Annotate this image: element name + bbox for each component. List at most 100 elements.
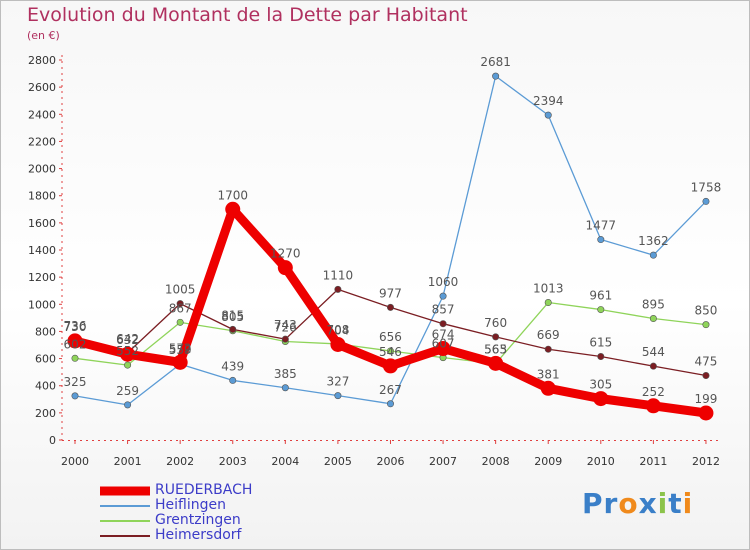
data-point-ruederbach [488,355,504,371]
data-label-ruederbach: 199 [695,392,718,406]
logo-letter: t [668,487,683,520]
data-label-heiflingen: 1362 [638,234,669,248]
data-label-heiflingen: 1477 [586,219,617,233]
data-label-heimersdorf: 857 [432,303,455,317]
logo-letter: P [582,487,604,520]
data-label-heimersdorf: 743 [274,318,297,332]
x-tick-label: 2000 [61,455,89,468]
x-tick-label: 2003 [219,455,247,468]
data-point-heiflingen [71,392,79,400]
x-tick-label: 2006 [376,455,404,468]
x-tick-label: 2010 [587,455,615,468]
data-point-ruederbach [120,346,136,362]
data-label-heiflingen: 267 [379,383,402,397]
data-label-heimersdorf: 1005 [165,283,196,297]
data-label-grentzingen: 552 [116,344,139,358]
y-tick-label: 1000 [28,298,56,311]
data-label-heimersdorf: 815 [221,308,244,322]
data-point-heimersdorf [386,303,394,311]
data-label-grentzingen: 1013 [533,282,564,296]
data-label-heimersdorf: 977 [379,286,402,300]
data-point-ruederbach [67,333,83,349]
logo-letter: r [603,487,619,520]
data-label-heiflingen: 1060 [428,275,459,289]
data-label-heimersdorf: 1110 [323,268,354,282]
data-label-heimersdorf: 475 [695,355,718,369]
data-point-heiflingen [124,401,132,409]
data-point-grentzingen [71,354,79,362]
data-point-ruederbach [645,398,661,414]
data-label-ruederbach: 305 [589,378,612,392]
y-tick-label: 0 [49,434,56,447]
data-point-ruederbach [277,260,293,276]
y-tick-label: 800 [35,325,56,338]
data-point-ruederbach [540,380,556,396]
proxiti-logo: Proxiti [582,487,693,520]
chart-subtitle: (en €) [27,29,60,42]
data-label-heiflingen: 327 [326,375,349,389]
legend-item-ruederbach: RUEDERBACH [100,482,330,499]
legend-item-grentzingen: Grentzingen [100,512,330,529]
data-point-ruederbach [225,201,241,217]
data-point-heiflingen [386,400,394,408]
chart-title: Evolution du Montant de la Dette par Hab… [27,4,468,26]
data-label-grentzingen: 656 [379,330,402,344]
logo-letter: i [682,487,694,520]
legend-label-heimersdorf: Heimersdorf [155,527,242,543]
y-tick-label: 400 [35,380,56,393]
y-tick-label: 2000 [28,163,56,176]
data-label-grentzingen: 602 [64,337,87,351]
data-point-heimersdorf [649,362,657,370]
x-tick-label: 2008 [482,455,510,468]
x-tick-label: 2004 [271,455,299,468]
y-tick-label: 1200 [28,271,56,284]
x-tick-label: 2001 [114,455,142,468]
data-label-grentzingen: 805 [221,310,244,324]
y-tick-label: 1600 [28,217,56,230]
legend-label-grentzingen: Grentzingen [155,512,241,528]
logo-letter: x [638,487,658,520]
data-label-grentzingen: 895 [642,298,665,312]
legend-label-ruederbach: RUEDERBACH [155,482,253,498]
data-label-ruederbach: 381 [537,367,560,381]
data-point-ruederbach [382,358,398,374]
data-point-ruederbach [172,354,188,370]
data-point-heimersdorf [702,372,710,380]
data-label-ruederbach: 565 [484,342,507,356]
data-point-heiflingen [702,197,710,205]
data-label-grentzingen: 726 [274,320,297,334]
data-label-grentzingen: 563 [484,343,507,357]
data-point-heiflingen [439,292,447,300]
data-point-ruederbach [698,405,714,421]
data-label-ruederbach: 252 [642,385,665,399]
data-point-heiflingen [544,111,552,119]
data-point-grentzingen [176,318,184,326]
data-label-heiflingen: 2681 [480,55,511,69]
data-label-ruederbach: 674 [432,328,455,342]
data-point-heiflingen [334,392,342,400]
y-tick-label: 2200 [28,135,56,148]
data-label-ruederbach: 730 [64,320,87,334]
data-point-heiflingen [649,251,657,259]
data-label-heiflingen: 559 [169,343,192,357]
data-point-ruederbach [593,391,609,407]
data-point-heimersdorf [176,300,184,308]
data-point-grentzingen [544,299,552,307]
data-point-ruederbach [330,336,346,352]
data-label-heiflingen: 325 [64,375,87,389]
data-label-grentzingen: 850 [695,304,718,318]
legend-item-heiflingen: Heiflingen [100,497,330,514]
data-label-heimersdorf: 615 [589,336,612,350]
data-label-ruederbach: 572 [169,341,192,355]
data-point-grentzingen [702,321,710,329]
data-label-heiflingen: 385 [274,367,297,381]
x-tick-label: 2007 [429,455,457,468]
data-label-heiflingen: 2394 [533,94,564,108]
data-label-grentzingen: 867 [169,301,192,315]
legend-swatch-grentzingen [100,520,150,522]
data-point-grentzingen [649,315,657,323]
data-point-heimersdorf [544,345,552,353]
x-tick-label: 2005 [324,455,352,468]
data-point-heimersdorf [229,325,237,333]
data-point-heiflingen [281,384,289,392]
